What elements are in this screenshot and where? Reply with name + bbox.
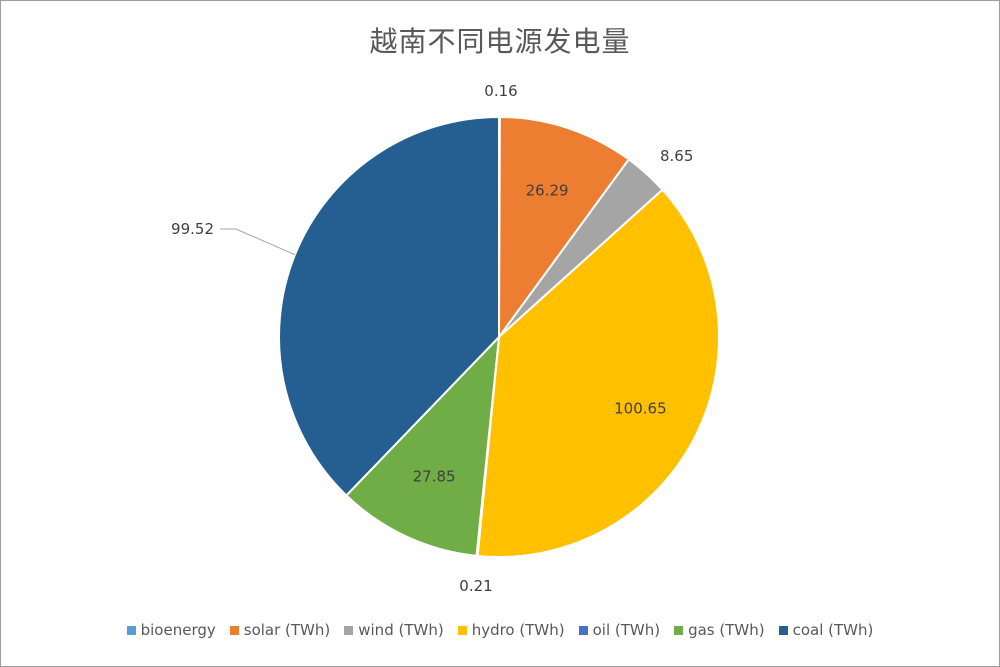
legend-swatch (126, 625, 136, 635)
data-label-solar: 26.29 (526, 182, 569, 200)
legend-swatch (674, 625, 684, 635)
legend-label: solar (TWh) (243, 621, 331, 639)
pie-slice-hydro (476, 188, 720, 558)
legend-item-oil: oil (TWh) (578, 621, 661, 639)
legend-label: gas (TWh) (688, 621, 765, 639)
leader-line-coal (220, 228, 296, 256)
pie-slice-gas (344, 334, 501, 557)
legend-label: hydro (TWh) (471, 621, 565, 639)
legend-label: wind (TWh) (358, 621, 444, 639)
chart-title: 越南不同电源发电量 (369, 25, 631, 58)
legend-swatch (457, 625, 467, 635)
legend-swatch (578, 625, 588, 635)
data-label-wind: 8.65 (660, 147, 693, 165)
data-label-coal: 99.52 (171, 220, 214, 238)
legend-item-coal: coal (TWh) (778, 621, 874, 639)
legend: bioenergy solar (TWh) wind (TWh) hydro (TWh… (0, 621, 1000, 639)
legend-label: oil (TWh) (592, 621, 661, 639)
legend-item-solar: solar (TWh) (229, 621, 331, 639)
legend-item-gas: gas (TWh) (674, 621, 765, 639)
pie-slice-coal (278, 115, 500, 497)
legend-swatch (344, 625, 354, 635)
legend-item-hydro: hydro (TWh) (457, 621, 565, 639)
legend-swatch (229, 625, 239, 635)
data-label-oil: 0.21 (459, 577, 492, 595)
legend-item-wind: wind (TWh) (344, 621, 444, 639)
data-label-gas: 27.85 (413, 468, 456, 486)
pie-slice-solar (497, 115, 631, 341)
legend-item-bioenergy: bioenergy (126, 621, 216, 639)
legend-label: bioenergy (140, 621, 216, 639)
legend-label: coal (TWh) (792, 621, 874, 639)
data-label-bioenergy: 0.16 (484, 82, 517, 100)
data-label-hydro: 100.65 (614, 399, 667, 417)
legend-swatch (778, 625, 788, 635)
